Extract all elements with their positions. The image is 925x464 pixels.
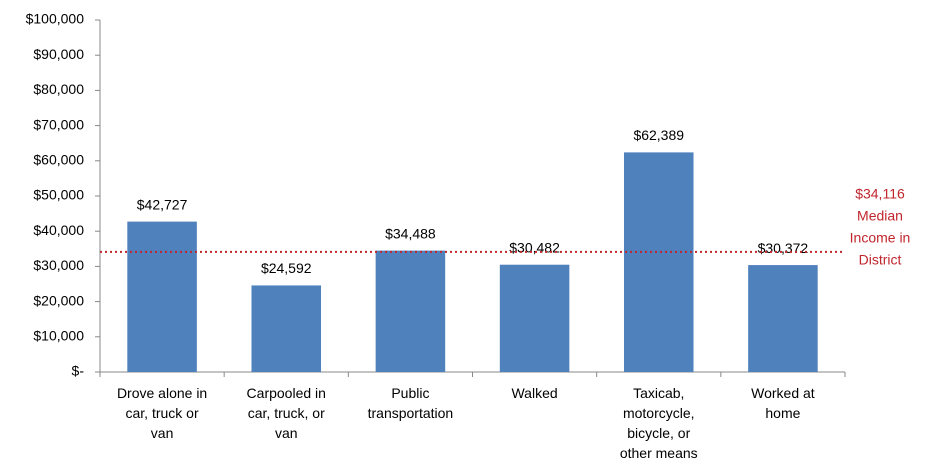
x-tick-label-line: other means bbox=[620, 445, 698, 461]
y-tick-label: $50,000 bbox=[33, 187, 84, 203]
bar bbox=[748, 265, 818, 372]
x-tick-label-line: car, truck or bbox=[126, 405, 199, 421]
y-tick-label: $10,000 bbox=[33, 328, 84, 344]
x-tick-label-line: van bbox=[275, 425, 298, 441]
x-tick-label-line: transportation bbox=[368, 405, 454, 421]
x-tick-label: Walked bbox=[511, 385, 557, 401]
value-label: $30,372 bbox=[758, 240, 809, 256]
bar bbox=[251, 285, 322, 372]
value-label: $62,389 bbox=[633, 127, 684, 143]
bar bbox=[127, 221, 197, 372]
x-tick-label: Public transportation bbox=[368, 385, 454, 421]
y-tick-label: $90,000 bbox=[33, 46, 84, 62]
y-tick-label: $80,000 bbox=[33, 81, 84, 97]
value-label: $24,592 bbox=[261, 260, 312, 276]
y-tick-label: $60,000 bbox=[33, 152, 84, 168]
reference-note: Income in bbox=[850, 230, 911, 246]
value-label: $30,482 bbox=[509, 239, 560, 255]
bar bbox=[499, 264, 570, 372]
x-tick-label-line: Drove alone in bbox=[117, 385, 207, 401]
x-tick-label-line: bicycle, or bbox=[627, 425, 690, 441]
x-tick-label: Worked at home bbox=[751, 385, 815, 421]
bar bbox=[623, 152, 694, 372]
x-tick-label: Carpooled in car, truck, or van bbox=[247, 385, 326, 441]
x-tick-label-line: Walked bbox=[511, 385, 557, 401]
y-tick-label: $- bbox=[72, 363, 85, 379]
value-label: $42,727 bbox=[137, 196, 188, 212]
x-tick-label-line: Worked at bbox=[751, 385, 815, 401]
value-label: $34,488 bbox=[385, 225, 436, 241]
reference-note: Median bbox=[857, 208, 903, 224]
x-tick-label: Drove alone in car, truck or van bbox=[117, 385, 207, 441]
x-tick-label-line: Public bbox=[391, 385, 429, 401]
y-tick-label: $100,000 bbox=[26, 11, 85, 27]
y-tick-label: $40,000 bbox=[33, 222, 84, 238]
x-tick-label-line: van bbox=[151, 425, 174, 441]
x-tick-label-line: Carpooled in bbox=[247, 385, 326, 401]
x-tick-label-line: Taxicab, bbox=[633, 385, 684, 401]
y-tick-label: $20,000 bbox=[33, 292, 84, 308]
x-tick-label-line: home bbox=[765, 405, 800, 421]
y-tick-label: $70,000 bbox=[33, 116, 84, 132]
x-tick-label-line: car, truck, or bbox=[248, 405, 325, 421]
reference-note: District bbox=[859, 252, 902, 268]
x-tick-label-line: motorcycle, bbox=[623, 405, 695, 421]
y-tick-label: $30,000 bbox=[33, 257, 84, 273]
x-tick-label: Taxicab, motorcycle, bicycle, or other mean… bbox=[620, 385, 698, 461]
bar bbox=[375, 250, 446, 372]
reference-label: $34,116 bbox=[855, 186, 905, 202]
